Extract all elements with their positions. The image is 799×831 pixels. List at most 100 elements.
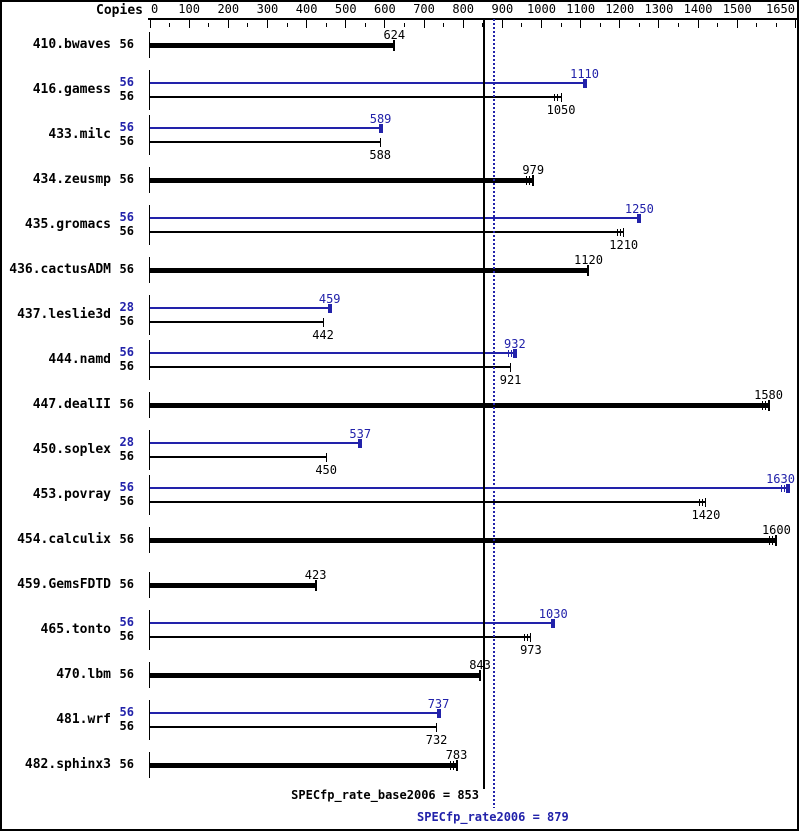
run-mark-tick (698, 498, 700, 506)
base-bar-endcap (623, 227, 625, 237)
axis-minor-tick (560, 23, 562, 27)
bar-value-label: 423 (304, 567, 327, 582)
base-bar-endcap (532, 174, 535, 186)
bar-value-label: 459 (318, 292, 341, 306)
bar-value-label: 932 (504, 337, 526, 351)
axis-major-tick (306, 20, 308, 28)
run-mark-tick (769, 535, 771, 545)
benchmark-name: 434.zeusmp (32, 172, 111, 187)
base-bar-endcap (530, 632, 532, 642)
copies-value: 56 (119, 172, 134, 186)
axis-major-tick (658, 20, 660, 28)
run-mark-tick (449, 760, 451, 770)
benchmark-axis-segment (149, 662, 150, 688)
axis-tick-label: 1650 (766, 2, 795, 16)
bar-value-label: 1580 (754, 387, 784, 402)
axis-major-tick (227, 20, 229, 28)
bar-value-label: 921 (499, 373, 522, 387)
axis-tick-label: 900 (491, 2, 514, 16)
axis-tick-label: 1000 (527, 2, 556, 16)
copies-value: 56 (119, 345, 134, 359)
copies-column-header: Copies (96, 3, 143, 18)
axis-tick-label: 300 (256, 2, 279, 16)
benchmark-axis-segment (149, 527, 150, 553)
axis-tick-label: 400 (295, 2, 318, 16)
base-bar (150, 402, 769, 408)
base-bar (150, 726, 437, 728)
axis-major-tick (266, 20, 268, 28)
copies-value: 56 (119, 719, 134, 733)
base-mean-line (482, 19, 485, 789)
benchmark-axis-segment (149, 167, 150, 193)
axis-minor-tick (638, 23, 640, 27)
benchmark-axis-segment (149, 430, 150, 470)
axis-tick-label: 1500 (722, 2, 752, 16)
base-bar (150, 582, 316, 588)
run-mark-tick (523, 633, 525, 641)
bar-value-label: 442 (312, 328, 334, 342)
run-mark-tick (781, 484, 783, 492)
axis-tick-label: 600 (374, 2, 396, 16)
axis-minor-tick (208, 23, 210, 27)
base-bar (150, 636, 531, 638)
benchmark-name: 416.gamess (32, 82, 111, 97)
base-bar-endcap (322, 317, 324, 327)
base-bar-endcap (436, 722, 438, 732)
copies-value: 56 (119, 705, 134, 719)
peak-bar (150, 217, 640, 219)
bar-value-label: 973 (520, 643, 542, 657)
axis-minor-tick (364, 23, 366, 27)
base-bar-endcap (587, 264, 590, 276)
benchmark-axis-segment (149, 572, 150, 598)
benchmark-axis-segment (149, 115, 150, 155)
base-bar (150, 762, 457, 768)
benchmark-axis-segment (149, 32, 150, 58)
peak-bar-endcap (378, 123, 383, 133)
axis-major-tick (188, 20, 190, 28)
copies-value: 56 (119, 37, 134, 51)
peak-bar-endcap (582, 78, 587, 88)
benchmark-axis-segment (149, 205, 150, 245)
base-bar-endcap (479, 669, 482, 681)
axis-minor-tick (325, 23, 327, 27)
axis-minor-tick (247, 23, 249, 27)
benchmark-name: 433.milc (48, 127, 111, 142)
axis-major-tick (423, 20, 425, 28)
peak-bar (150, 622, 554, 624)
axis-major-tick (345, 20, 347, 28)
benchmark-name: 482.sphinx3 (24, 757, 111, 772)
axis-minor-tick (678, 23, 680, 27)
copies-value: 56 (119, 757, 134, 771)
copies-value: 56 (119, 667, 134, 681)
peak-bar (150, 82, 585, 84)
base-bar-endcap (560, 92, 562, 102)
peak-bar (150, 307, 330, 309)
base-bar-endcap (705, 497, 707, 507)
bar-value-label: 732 (425, 733, 448, 747)
benchmark-name: 410.bwaves (32, 37, 111, 52)
bar-value-label: 843 (469, 657, 491, 672)
bar-value-label: 589 (369, 112, 392, 126)
axis-tick-label: 800 (452, 2, 475, 16)
axis-tick-label: 700 (413, 2, 435, 16)
run-mark-tick (761, 400, 763, 410)
benchmark-name: 447.dealII (32, 397, 111, 412)
bar-value-label: 737 (427, 697, 450, 711)
bar-value-label: 1030 (538, 607, 568, 621)
axis-minor-tick (482, 23, 484, 27)
base-bar-endcap (379, 137, 381, 147)
copies-value: 56 (119, 75, 134, 89)
run-mark-tick (554, 93, 556, 101)
axis-minor-tick (403, 23, 405, 27)
axis-tick-label: 500 (334, 2, 357, 16)
base-bar-endcap (455, 759, 458, 771)
peak-bar-endcap (637, 213, 642, 223)
axis-major-tick (736, 20, 738, 28)
axis-minor-tick (599, 23, 601, 27)
copies-value: 56 (119, 629, 134, 643)
bar-value-label: 1630 (766, 472, 795, 486)
axis-minor-tick (521, 23, 523, 27)
axis-minor-tick (286, 23, 288, 27)
axis-major-tick (501, 20, 503, 28)
